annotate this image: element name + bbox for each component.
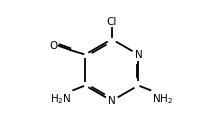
Text: N: N xyxy=(135,50,142,60)
Text: O: O xyxy=(50,40,58,51)
Text: Cl: Cl xyxy=(107,17,117,27)
Text: N: N xyxy=(108,96,116,106)
Text: H$_2$N: H$_2$N xyxy=(50,92,71,106)
Text: NH$_2$: NH$_2$ xyxy=(152,92,174,106)
